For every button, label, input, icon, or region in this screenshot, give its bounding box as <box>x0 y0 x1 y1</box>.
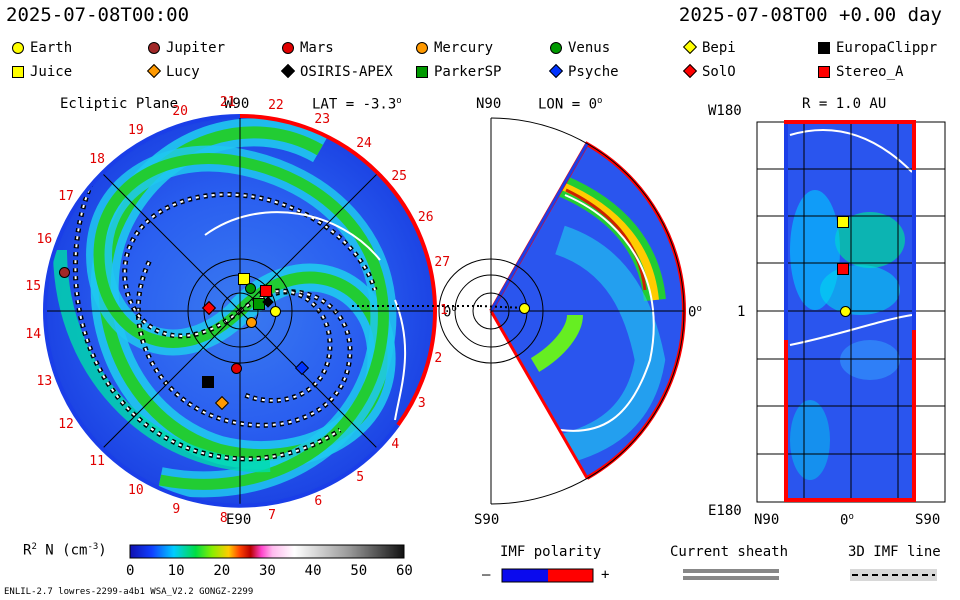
legend-label: Bepi <box>702 40 736 56</box>
ecliptic-lat-label: LAT = -3.3o <box>312 96 402 113</box>
carrington-tick-label: 23 <box>314 112 331 127</box>
juice-marker <box>238 273 250 285</box>
ecliptic-plane-plot <box>42 114 480 508</box>
carrington-tick-label: 13 <box>36 374 53 390</box>
meridional-lon-label: LON = 0o <box>538 96 603 113</box>
surface-x-mid: 0o <box>840 512 854 529</box>
parkersp-legend-icon <box>416 66 428 78</box>
carrington-tick-label: 18 <box>89 151 105 167</box>
earth-marker-surface <box>840 306 851 317</box>
ecliptic-title: Ecliptic Plane <box>60 96 179 112</box>
carrington-tick-label: 17 <box>58 188 74 204</box>
ecliptic-right-label: 0o <box>443 304 457 321</box>
carrington-tick-label: 21 <box>219 95 236 111</box>
imf3d-title: 3D IMF line <box>848 544 941 560</box>
colorbar-tick-label: 50 <box>350 563 368 579</box>
carrington-tick-label: 11 <box>89 454 105 470</box>
surface-x-left: N90 <box>754 512 780 528</box>
legend-label: Jupiter <box>166 40 226 56</box>
meridional-bottom-label: S90 <box>474 512 500 528</box>
imf-polarity-title: IMF polarity <box>500 544 602 560</box>
date-right: 2025-07-08T00 +0.00 day <box>678 4 942 26</box>
legend-label: EuropaClippr <box>836 40 938 56</box>
carrington-tick-label: 26 <box>417 209 434 225</box>
legend-label: Mars <box>300 40 334 56</box>
colorbar-tick-label: 0 <box>126 563 135 579</box>
carrington-tick-label: 10 <box>128 483 144 499</box>
colorbar-tick-label: 20 <box>213 563 231 579</box>
meridional-plot <box>438 117 686 505</box>
jupiter-marker <box>59 267 70 278</box>
juice-marker-surface <box>837 216 849 228</box>
legend-label: ParkerSP <box>434 64 502 80</box>
legend-label: Juice <box>30 64 73 80</box>
carrington-tick-label: 7 <box>268 507 276 523</box>
carrington-tick-label: 14 <box>25 327 42 343</box>
venus-marker <box>245 283 256 294</box>
legend-label: OSIRIS-APEX <box>300 64 393 80</box>
carrington-tick-label: 5 <box>356 469 365 485</box>
colorbar-tick-label: 30 <box>259 563 276 579</box>
surface-left-mid: 1 <box>737 304 746 320</box>
carrington-tick-label: 8 <box>219 510 228 526</box>
earth-marker <box>270 306 281 317</box>
earth-legend-icon <box>12 42 24 54</box>
legend-label: Stereo_A <box>836 64 904 80</box>
legend-label: SolO <box>702 64 736 80</box>
surface-x-right: S90 <box>915 512 941 528</box>
mars-marker <box>231 363 242 374</box>
europaclippr-marker <box>202 376 214 388</box>
carrington-tick-label: 25 <box>391 169 407 185</box>
colorbar <box>129 544 405 559</box>
legend-label: Lucy <box>166 64 200 80</box>
surface-left-bottom: E180 <box>708 503 742 519</box>
carrington-tick-label: 9 <box>172 502 181 518</box>
colorbar-tick-label: 10 <box>167 563 185 579</box>
carrington-tick-label: 20 <box>172 103 188 119</box>
carrington-tick-label: 12 <box>58 417 74 433</box>
meridional-top-label: N90 <box>476 96 502 112</box>
mercury-legend-icon <box>416 42 428 54</box>
date-left: 2025-07-08T00:00 <box>6 4 190 26</box>
colorbar-label: R2 N (cm-3) <box>23 542 107 559</box>
carrington-tick-label: 1 <box>440 303 448 318</box>
current-sheath-title: Current sheath <box>670 544 789 560</box>
footer-left: ENLIL-2.7 lowres-2299-a4b1 WSA_V2.2 GONG… <box>4 587 254 597</box>
carrington-tick-label: 6 <box>314 493 323 509</box>
europaclippr-legend-icon <box>818 42 830 54</box>
imf-minus: – <box>482 567 491 583</box>
venus-legend-icon <box>550 42 562 54</box>
carrington-tick-label: 19 <box>128 122 144 138</box>
carrington-tick-label: 22 <box>268 98 284 114</box>
stereo-a-legend-icon <box>818 66 830 78</box>
mars-legend-icon <box>282 42 294 54</box>
surface-left-top: W180 <box>708 103 742 119</box>
legend-label: Earth <box>30 40 73 56</box>
carrington-tick-label: 2 <box>434 350 443 366</box>
stereo-a-marker-surface <box>837 263 849 275</box>
legend-label: Psyche <box>568 64 619 80</box>
carrington-tick-label: 15 <box>25 278 42 294</box>
surface-title: R = 1.0 AU <box>802 96 887 112</box>
imf-plus: + <box>601 567 610 583</box>
carrington-tick-label: 3 <box>417 396 426 412</box>
ecliptic-top-label: W90 <box>224 96 250 112</box>
stereo-a-marker <box>260 285 272 297</box>
earth-marker-meridional <box>519 303 530 314</box>
surface-map-plot <box>756 120 946 503</box>
legend-label: Mercury <box>434 40 494 56</box>
carrington-tick-label: 4 <box>391 436 400 452</box>
carrington-tick-label: 24 <box>356 136 372 152</box>
colorbar-tick-label: 40 <box>304 563 322 579</box>
carrington-tick-label: 27 <box>434 255 451 271</box>
ecliptic-bottom-label: E90 <box>226 512 252 528</box>
jupiter-legend-icon <box>148 42 160 54</box>
legend-label: Venus <box>568 40 611 56</box>
mercury-marker <box>246 317 257 328</box>
colorbar-tick-label: 60 <box>396 563 413 579</box>
meridional-right-label: 0o <box>688 304 702 321</box>
carrington-tick-label: 16 <box>36 231 53 247</box>
juice-legend-icon <box>12 66 24 78</box>
